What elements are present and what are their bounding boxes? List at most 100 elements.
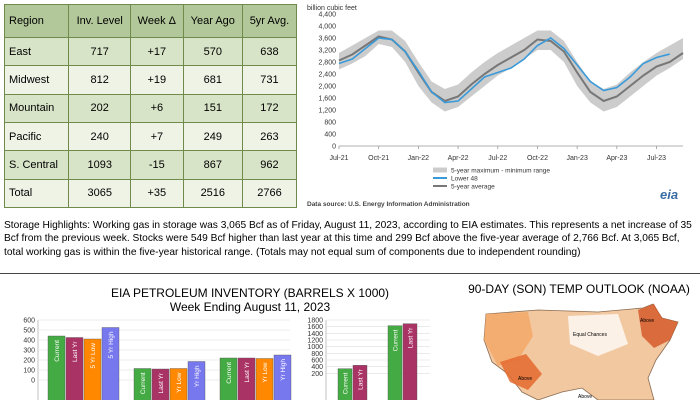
bar-label: Current (343, 372, 350, 394)
outlook-zone-light (484, 312, 533, 366)
table-cell: 249 (182, 121, 243, 152)
x-tick-label: Jul-23 (647, 155, 666, 162)
outlook-zone-above-east (638, 304, 678, 348)
table-cell-region: S. Central (3, 150, 70, 180)
y-tick-label: 1400 (307, 331, 323, 338)
storage-highlights-text: Storage Highlights: Working gas in stora… (4, 220, 692, 258)
table-cell: 812 (68, 65, 131, 95)
bar (387, 325, 403, 400)
table-cell-region: East (3, 36, 70, 67)
storage-table-header-row: Region Inv. Level Week Δ Year Ago 5yr Av… (3, 4, 298, 38)
map-label-above: Above (578, 394, 592, 400)
bar (337, 368, 353, 400)
table-cell-region: Pacific (3, 121, 70, 152)
y-tick-label: 4,000 (318, 24, 336, 31)
y-tick-label: 1800 (307, 318, 323, 325)
eia-logo: eia (660, 187, 678, 202)
bar (65, 337, 84, 400)
table-cell: +35 (130, 178, 184, 209)
y-tick-label: 0 (332, 144, 336, 151)
bar (187, 361, 206, 400)
bar-label: Yr High (194, 365, 201, 387)
outlook-zone-equal-chances (568, 314, 628, 356)
bar-label: Last Yr (244, 361, 251, 382)
x-tick-label: Jul-22 (488, 155, 507, 162)
table-cell: 172 (241, 93, 298, 123)
y-tick-label: 600 (23, 318, 35, 325)
bar (255, 358, 274, 400)
bar-label: Last Yr (408, 327, 415, 348)
table-cell: 731 (241, 65, 298, 95)
table-row: S. Central 1093 -15 867 962 (3, 150, 298, 180)
lower-48-line (338, 37, 670, 104)
bar (101, 327, 120, 400)
table-row: East 717 +17 570 638 (3, 36, 298, 67)
bar (47, 335, 66, 400)
bar-label: Current (226, 362, 233, 384)
y-tick-label: 500 (23, 328, 35, 335)
table-row: Mountain 202 +6 151 172 (3, 93, 298, 123)
bar (83, 338, 102, 400)
temp-outlook-title: 90-DAY (SON) TEMP OUTLOOK (NOAA) (468, 282, 690, 296)
storage-chart: billion cubic feet 0 400 800 1,200 1,600 2,000… (307, 5, 684, 208)
y-tick-label: 1,600 (318, 96, 336, 103)
table-cell: 681 (182, 65, 243, 95)
bar-label: Yr Low (176, 372, 183, 393)
bar-label: Current (140, 372, 147, 394)
bar-label: Last Yr (72, 341, 79, 362)
bar-label: Yr Low (262, 362, 269, 383)
table-cell: 2766 (241, 178, 298, 209)
source-note: Data source: U.S. Energy Information Adm… (307, 201, 470, 208)
y-tick-label: 3,600 (318, 36, 336, 43)
table-cell: +7 (130, 121, 184, 152)
y-tick-label: 800 (311, 351, 323, 358)
map-label-equal-chances: Equal Chances (573, 332, 607, 338)
y-tick-label: 1000 (307, 344, 323, 351)
column-header: 5yr Avg. (241, 4, 298, 38)
y-tick-label: 1,200 (318, 108, 336, 115)
bar (237, 357, 256, 400)
map-label-above: Above (640, 318, 654, 324)
storage-table: Region Inv. Level Week Δ Year Ago 5yr Av… (3, 4, 298, 209)
bar (169, 368, 188, 400)
table-cell: 1093 (68, 150, 131, 180)
y-tick-label: 800 (324, 120, 336, 127)
y-tick-label: 2,000 (318, 84, 336, 91)
y-tick-label: 200 (311, 371, 323, 378)
x-tick-label: Jan-22 (408, 155, 430, 162)
table-cell-region: Midwest (3, 65, 70, 95)
y-tick-label: 400 (324, 132, 336, 139)
bar-label: 5 Yr Low (90, 343, 97, 369)
table-cell: 151 (182, 93, 243, 123)
column-header: Inv. Level (68, 4, 131, 38)
y-tick-label: 4,400 (318, 12, 336, 19)
x-tick-label: Apr-22 (448, 155, 469, 162)
map-label-above: Above (518, 376, 532, 382)
table-cell: 638 (241, 36, 298, 67)
table-cell: +6 (130, 93, 184, 123)
table-row-total: Total 3065 +35 2516 2766 (3, 178, 298, 209)
table-cell: 962 (241, 150, 298, 180)
table-row: Pacific 240 +7 249 263 (3, 121, 298, 152)
y-tick-label: 300 (23, 348, 35, 355)
y-tick-label: 400 (23, 338, 35, 345)
y-tick-label: 400 (311, 364, 323, 371)
y-tick-label: 2,800 (318, 60, 336, 67)
petroleum-title: EIA PETROLEUM INVENTORY (BARRELS X 1000) (110, 286, 390, 300)
bar (151, 368, 170, 400)
x-tick-label: Oct-21 (368, 155, 389, 162)
temp-outlook-map: Equal Chances Above Above Above (478, 300, 688, 400)
table-cell: 3065 (68, 178, 131, 209)
bar-label: 5 Yr High (108, 331, 115, 358)
column-header: Region (3, 4, 70, 38)
section-divider (0, 273, 700, 274)
bar-label: Yr High (280, 359, 287, 381)
legend-five-year-average-label: 5-year average (451, 184, 495, 191)
bar (219, 357, 238, 400)
petroleum-chart: 0 100 200 300 400 500 600 Current Last Yr 5 Yr Lo… (23, 318, 430, 400)
bar-label: Current (54, 340, 61, 362)
legend-range-label: 5-year maximum - minimum range (451, 168, 550, 175)
bar-label: Current (393, 329, 400, 351)
y-tick-label: 100 (23, 368, 35, 375)
table-cell: +17 (130, 36, 184, 67)
